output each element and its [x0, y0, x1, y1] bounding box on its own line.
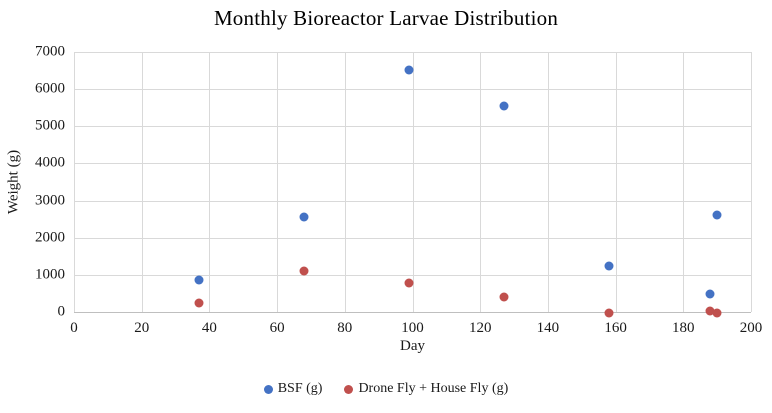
x-axis-tick-label: 0 — [70, 320, 78, 336]
scatter-point — [712, 308, 722, 318]
scatter-point — [712, 210, 722, 220]
scatter-point — [299, 266, 309, 276]
gridline-vertical — [344, 52, 346, 312]
y-axis-tick-label: 0 — [57, 303, 66, 320]
scatter-point — [705, 289, 715, 299]
scatter-point — [194, 275, 204, 285]
gridline-vertical — [74, 52, 75, 312]
x-axis-tick-label: 200 — [739, 320, 763, 336]
y-axis-tick-label: 5000 — [35, 117, 65, 134]
y-axis-tick-label: 2000 — [35, 229, 65, 246]
y-axis-tick-label: 6000 — [35, 80, 65, 97]
x-axis-tick-label: 80 — [337, 320, 353, 336]
y-axis-tick-label: 7000 — [35, 43, 65, 60]
gridline-vertical — [412, 52, 414, 312]
scatter-point — [499, 101, 509, 111]
scatter-point — [604, 308, 614, 318]
x-axis-tick-label: 60 — [269, 320, 285, 336]
legend-dot-icon — [263, 384, 273, 394]
legend-label: Drone Fly + House Fly (g) — [358, 381, 509, 396]
x-axis-tick-label: 160 — [604, 320, 627, 336]
x-axis-tick-label: 40 — [201, 320, 217, 336]
scatter-point — [299, 212, 309, 222]
gridline-vertical — [141, 52, 143, 312]
gridline-vertical — [480, 52, 482, 312]
scatter-point — [404, 65, 414, 75]
gridline-vertical — [277, 52, 279, 312]
scatter-point — [705, 306, 715, 316]
gridline-vertical — [751, 52, 752, 312]
scatter-point — [194, 298, 204, 308]
x-axis-tick-label: 100 — [401, 320, 424, 336]
y-axis-title: Weight (g) — [5, 149, 22, 215]
plot-area: 0 1000 2000 3000 4000 5000 6000 7000 0 20 40 60 80 10… — [35, 44, 762, 337]
x-axis-tick-label: 120 — [468, 320, 492, 336]
legend: BSF (g) Drone Fly + House Fly (g) — [0, 381, 772, 397]
x-axis-tick-label: 140 — [536, 320, 560, 336]
scatter-point — [404, 278, 414, 288]
x-axis-tick-label: 20 — [134, 320, 150, 336]
scatter-point — [604, 261, 614, 271]
gridline-horizontal — [74, 312, 751, 313]
y-axis-tick-label: 1000 — [35, 266, 65, 283]
gridline-vertical — [547, 52, 549, 312]
legend-dot-icon — [344, 384, 354, 394]
legend-label: BSF (g) — [277, 381, 323, 396]
y-axis-tick-label: 4000 — [35, 154, 65, 171]
x-axis-title: Day — [400, 338, 425, 354]
x-axis-tick-label: 180 — [672, 320, 695, 336]
gridline-vertical — [683, 52, 685, 312]
legend-item: Drone Fly + House Fly (g) — [344, 381, 508, 397]
chart-title: Monthly Bioreactor Larvae Distribution — [213, 6, 559, 30]
y-axis-tick-label: 3000 — [35, 192, 65, 209]
gridline-vertical — [615, 52, 617, 312]
gridline-vertical — [209, 52, 211, 312]
legend-item: BSF (g) — [263, 381, 323, 397]
scatter-point — [499, 292, 509, 302]
